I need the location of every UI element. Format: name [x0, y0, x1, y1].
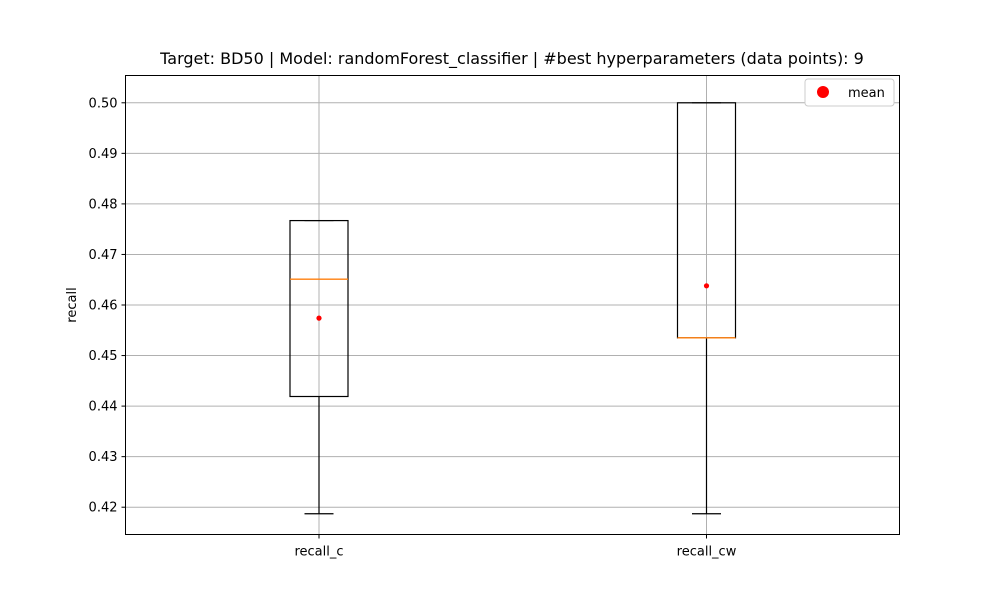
mean-point [703, 283, 710, 289]
y-tick-label: 0.47 [89, 248, 118, 263]
legend-label-mean: mean [848, 86, 885, 101]
y-axis-label: recall [65, 287, 80, 322]
box-iqr [289, 219, 349, 398]
y-tick-label: 0.49 [89, 147, 118, 162]
y-tick-label: 0.43 [89, 450, 118, 465]
y-tick-label: 0.44 [89, 400, 118, 415]
axis-ticks: 0.42 0.43 0.44 0.45 0.46 0.47 0.48 0.49 0.50 reca… [89, 96, 737, 559]
y-tick-label: 0.48 [89, 197, 118, 212]
boxes [289, 102, 737, 515]
legend-frame [804, 78, 895, 107]
y-tick-label: 0.46 [89, 299, 118, 314]
x-tick-label: recall_c [294, 545, 343, 560]
y-tick-label: 0.42 [89, 501, 118, 516]
y-tick-label: 0.45 [89, 349, 118, 364]
x-tick-label: recall_cw [677, 545, 737, 560]
mean-point [316, 315, 322, 321]
legend: mean [804, 78, 895, 107]
y-tick-label: 0.50 [89, 96, 118, 111]
chart-title: Target: BD50 | Model: randomForest_class… [159, 49, 864, 69]
legend-mean-marker [817, 86, 829, 98]
